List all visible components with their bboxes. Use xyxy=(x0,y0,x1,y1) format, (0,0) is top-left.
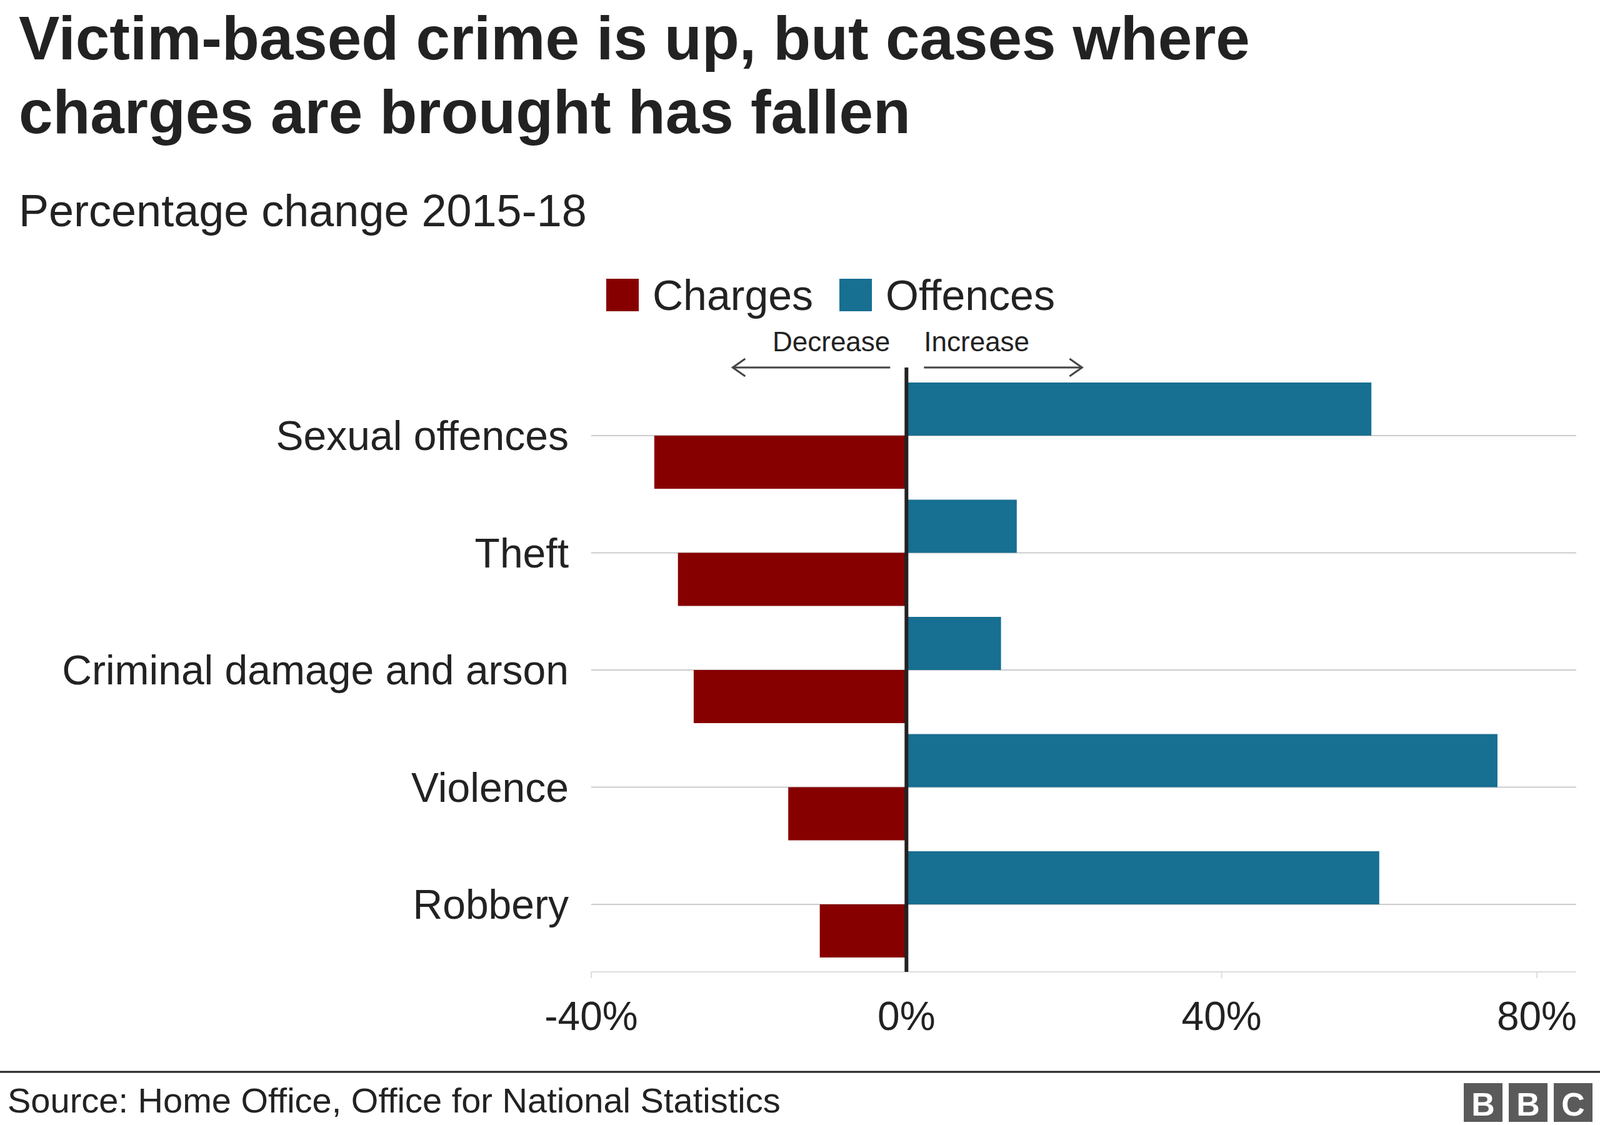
arrow-head xyxy=(732,358,745,377)
tick xyxy=(1221,971,1223,979)
arrow-head xyxy=(1069,358,1082,377)
chart: Victim-based crime is up, but cases wher… xyxy=(0,0,1600,1125)
bar xyxy=(906,734,1498,788)
tick xyxy=(590,971,592,979)
logo-box xyxy=(1508,1083,1548,1122)
zero-line xyxy=(904,367,909,972)
category-label: Violence xyxy=(411,764,569,811)
logo-letter: B xyxy=(1471,1086,1495,1123)
category-label: Sexual offences xyxy=(276,412,569,459)
bar xyxy=(654,435,907,489)
tick-label: 80% xyxy=(1496,993,1577,1039)
logo-box xyxy=(1553,1083,1593,1122)
category-label: Theft xyxy=(475,530,569,577)
bar xyxy=(788,787,907,841)
title: charges are brought has fallen xyxy=(18,77,911,147)
category-label: Robbery xyxy=(413,881,569,928)
subtitle: Percentage change 2015-18 xyxy=(18,185,587,236)
source: Source: Home Office, Office for National… xyxy=(7,1080,781,1120)
x-axis-line xyxy=(591,971,1577,973)
category-label: Criminal damage and arson xyxy=(61,646,569,694)
annotation: Increase xyxy=(923,326,1030,357)
bars xyxy=(654,382,1498,958)
bar xyxy=(678,553,907,607)
annotation: Decrease xyxy=(772,326,890,357)
logo-letter: C xyxy=(1561,1086,1585,1123)
logo: BBC xyxy=(1463,1083,1593,1123)
bar xyxy=(906,500,1017,554)
legend-swatch xyxy=(839,278,872,312)
bar xyxy=(693,670,907,724)
bar xyxy=(906,616,1001,670)
logo-letter: B xyxy=(1516,1086,1540,1123)
footer-rule xyxy=(0,1071,1600,1074)
bar xyxy=(820,904,907,958)
legend-swatch xyxy=(606,278,639,312)
logo-text: BBC xyxy=(1471,1086,1585,1123)
arrow xyxy=(732,366,890,369)
arrow xyxy=(923,366,1082,369)
tick-label: 0% xyxy=(877,993,936,1039)
legend-label: Charges xyxy=(652,271,814,319)
bar xyxy=(906,851,1379,905)
tick xyxy=(1536,971,1538,979)
tick-label: -40% xyxy=(544,993,638,1039)
legend-label: Offences xyxy=(885,271,1055,319)
logo-box xyxy=(1463,1083,1503,1122)
bar xyxy=(906,382,1372,436)
tick-label: 40% xyxy=(1181,993,1262,1039)
title: Victim-based crime is up, but cases wher… xyxy=(18,3,1250,73)
